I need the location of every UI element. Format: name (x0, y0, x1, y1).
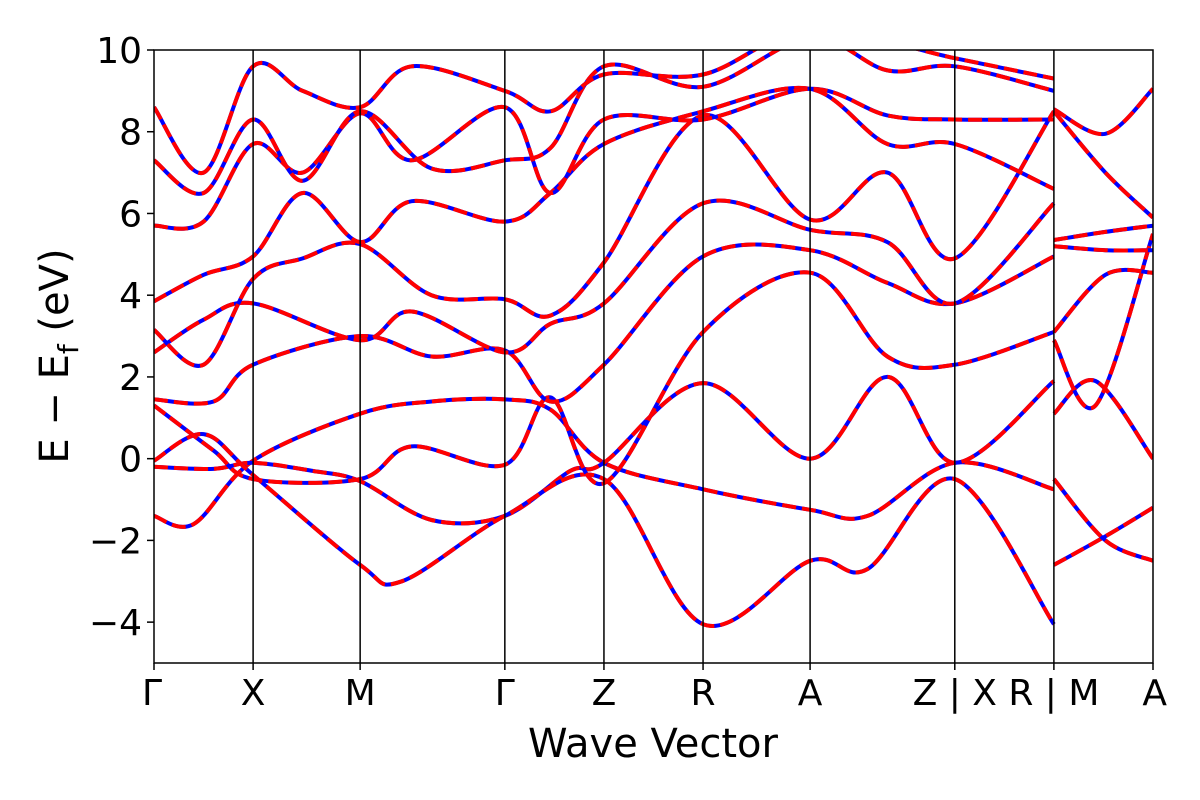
y-tick-label-6: 8 (119, 113, 142, 154)
band-16-dashed (1053, 244, 1153, 253)
y-tick-label-1: −2 (89, 521, 142, 562)
band-1-dashed (154, 374, 1056, 526)
x-tick-label-8: R | M (1008, 673, 1099, 714)
band-17-dashed (1053, 223, 1153, 242)
y-tick-label-3: 2 (119, 358, 142, 399)
x-tick-label-3: Γ (495, 673, 515, 714)
x-tick-label-4: Z (592, 673, 617, 714)
y-tick-label-4: 4 (119, 276, 142, 317)
x-axis-ticks: Γ X M Γ Z R A Z | X R | M A (142, 663, 1167, 714)
band-lines (154, 50, 1153, 628)
x-axis-title: Wave Vector (528, 721, 779, 767)
band-14-dashed (1052, 233, 1153, 411)
y-axis-title-main: E − E (32, 354, 78, 464)
y-tick-label-0: −4 (89, 603, 142, 644)
y-tick-label-5: 6 (119, 194, 142, 235)
y-tick-label-7: 10 (96, 31, 142, 72)
x-tick-label-1: X (241, 673, 266, 714)
y-axis-title-unit: (eV) (32, 248, 78, 344)
plot-frame (153, 49, 1154, 664)
y-axis-ticks: −4 −2 0 2 4 6 8 10 (89, 31, 154, 644)
band-15-solid (1052, 267, 1153, 334)
x-tick-label-2: M (345, 673, 376, 714)
x-tick-label-0: Γ (142, 673, 162, 714)
band-10-dashed (154, 50, 1055, 175)
y-tick-label-2: 0 (119, 440, 142, 481)
band-3-dashed (154, 270, 1055, 486)
band-9-dashed (154, 50, 1055, 196)
band-7-dashed (154, 85, 1055, 304)
band-18-dashed (1052, 110, 1153, 220)
y-axis-title: E − Ef (eV) (32, 248, 85, 463)
band-12-dashed (1052, 477, 1153, 563)
y-axis-title-subscript: f (52, 343, 85, 354)
band-6-dashed (154, 110, 1056, 368)
band-4-dashed (154, 242, 1055, 406)
band-5-dashed (154, 198, 1056, 355)
high-symmetry-lines (252, 50, 1055, 663)
band-11-dashed (1052, 505, 1153, 567)
band-19-dashed (1052, 87, 1153, 136)
x-tick-label-7: Z | X (913, 673, 997, 714)
band-8-dashed (154, 86, 1054, 231)
x-tick-label-9: A (1142, 673, 1167, 714)
x-tick-label-5: R (691, 673, 716, 714)
x-tick-label-6: A (798, 673, 823, 714)
band-13-dashed (1052, 378, 1153, 460)
